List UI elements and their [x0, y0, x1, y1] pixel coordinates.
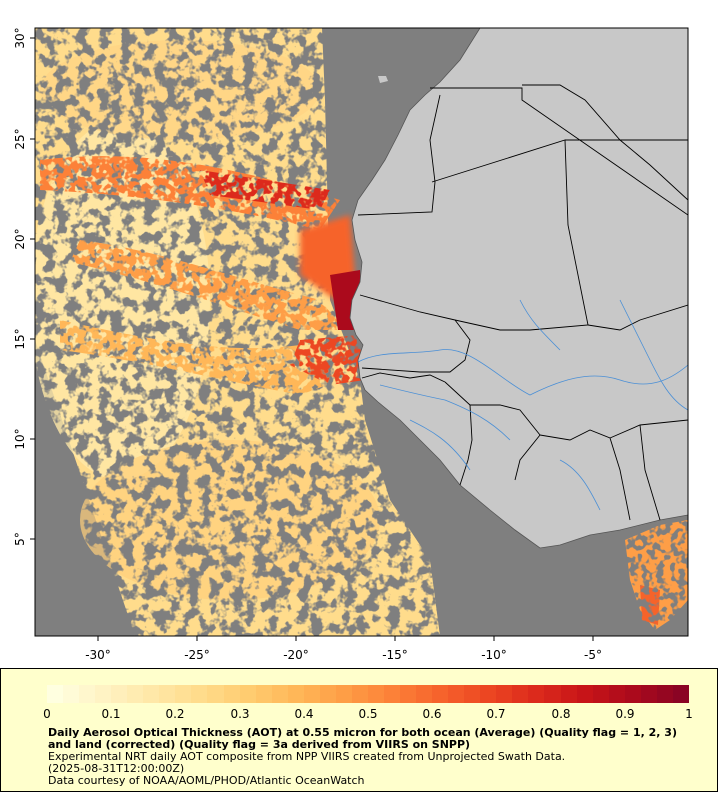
colorbar-cell [496, 685, 513, 703]
colorbar-cell [191, 685, 208, 703]
colorbar-tick: 0.2 [165, 707, 185, 721]
lon-label: -30° [85, 648, 111, 660]
colorbar-cell [656, 685, 673, 703]
colorbar-cell [207, 685, 224, 703]
colorbar-tick: 0.3 [230, 707, 250, 721]
colorbar-tick: 0.1 [101, 707, 121, 721]
colorbar-cell [432, 685, 449, 703]
colorbar-cell [672, 685, 689, 703]
colorbar-cell [528, 685, 545, 703]
colorbar-tick: 0.6 [422, 707, 442, 721]
caption-date: (2025-08-31T12:00:00Z) [48, 762, 185, 775]
lon-label: -5° [584, 648, 602, 660]
lat-label: 30° [13, 27, 27, 48]
map-caption: Daily Aerosol Optical Thickness (AOT) at… [48, 727, 688, 787]
colorbar-cell [79, 685, 96, 703]
colorbar [47, 685, 689, 703]
colorbar-tick: 0.8 [551, 707, 571, 721]
colorbar-cell [383, 685, 401, 703]
map-panel: -30° -25° -20° -15° -10° -5° 30° 25° 20°… [13, 27, 689, 660]
lat-label: 15° [13, 328, 27, 349]
colorbar-cell [640, 685, 657, 703]
colorbar-cell [47, 685, 64, 703]
colorbar-cell [351, 685, 368, 703]
colorbar-cell [560, 685, 577, 703]
colorbar-cell [223, 685, 240, 703]
colorbar-cell [127, 685, 144, 703]
colorbar-cell [464, 685, 481, 703]
colorbar-tick: 0.7 [486, 707, 506, 721]
aot-high-plume [200, 170, 365, 385]
lat-label: 25° [13, 128, 27, 149]
colorbar-cell [624, 685, 641, 703]
lon-label: -10° [481, 648, 507, 660]
colorbar-cell [63, 685, 80, 703]
colorbar-cell [576, 685, 593, 703]
colorbar-cell [175, 685, 192, 703]
lon-tick-marks [97, 636, 594, 641]
aot-band-mid [40, 156, 345, 395]
caption-credit: Data courtesy of NOAA/AOML/PHOD/Atlantic… [48, 774, 365, 787]
legend-panel: 0 0.1 0.2 0.3 0.4 0.5 0.6 0.7 0.8 0.9 1 … [0, 668, 718, 792]
caption-title: Daily Aerosol Optical Thickness (AOT) at… [48, 726, 677, 751]
caption-line: Experimental NRT daily AOT composite fro… [48, 750, 566, 763]
cape-verde-island [378, 76, 388, 83]
colorbar-tick: 0.9 [615, 707, 635, 721]
lon-label: -15° [382, 648, 408, 660]
aot-swath-east [625, 520, 688, 630]
colorbar-cell [608, 685, 625, 703]
lat-label: 20° [13, 228, 27, 249]
rivers [357, 299, 688, 511]
colorbar-cell [95, 685, 112, 703]
colorbar-cell [143, 685, 160, 703]
colorbar-cell [416, 685, 433, 703]
land-africa [349, 28, 688, 549]
colorbar-cell [400, 685, 417, 703]
aot-map: -30° -25° -20° -15° -10° -5° 30° 25° 20°… [13, 27, 689, 660]
colorbar-tick: 0.5 [358, 707, 378, 721]
colorbar-cell [111, 685, 128, 703]
colorbar-cell [287, 685, 304, 703]
lat-label: 5° [13, 532, 27, 546]
lon-label: -20° [283, 648, 309, 660]
colorbar-cell [319, 685, 336, 703]
lon-label: -25° [184, 648, 210, 660]
colorbar-cell [255, 685, 272, 703]
colorbar-cell [271, 685, 288, 703]
colorbar-tick: 0 [43, 707, 51, 721]
colorbar-tick: 1 [685, 707, 693, 721]
map-frame-border [34, 27, 689, 637]
colorbar-cell [159, 685, 176, 703]
colorbar-cell [239, 685, 256, 703]
colorbar-cell [544, 685, 561, 703]
country-borders [357, 84, 688, 521]
lat-label: 10° [13, 428, 27, 449]
colorbar-cell [480, 685, 497, 703]
colorbar-cell [303, 685, 320, 703]
colorbar-cell [512, 685, 529, 703]
colorbar-tick: 0.4 [294, 707, 314, 721]
colorbar-cell [335, 685, 352, 703]
colorbar-cell [448, 685, 465, 703]
colorbar-cell [367, 685, 384, 703]
lat-tick-marks [30, 37, 35, 540]
colorbar-cell [592, 685, 609, 703]
